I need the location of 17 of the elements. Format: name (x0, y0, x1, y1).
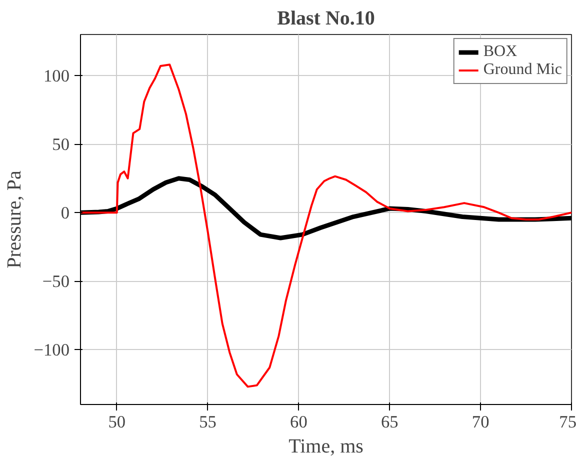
x-tick-label: 60 (290, 412, 308, 432)
y-tick-label: 50 (52, 135, 70, 154)
x-tick-label: 55 (199, 412, 216, 432)
y-tick-label: 0 (60, 204, 70, 223)
x-tick-label: 75 (559, 412, 576, 432)
legend-label: Ground Mic (483, 61, 562, 79)
x-tick-label: 70 (472, 412, 490, 432)
x-axis-title: Time, ms (288, 436, 364, 458)
y-tick-label: −50 (42, 272, 70, 292)
x-tick-label: 65 (380, 412, 398, 432)
legend-label: BOX (483, 43, 518, 61)
x-tick-label: 50 (108, 412, 126, 432)
line-series (80, 64, 572, 388)
y-tick-label: 100 (44, 66, 70, 86)
chart-title: Blast No.10 (277, 8, 375, 30)
y-axis-title: Pressure, Pa (4, 170, 26, 268)
y-tick-label: −100 (34, 340, 70, 360)
